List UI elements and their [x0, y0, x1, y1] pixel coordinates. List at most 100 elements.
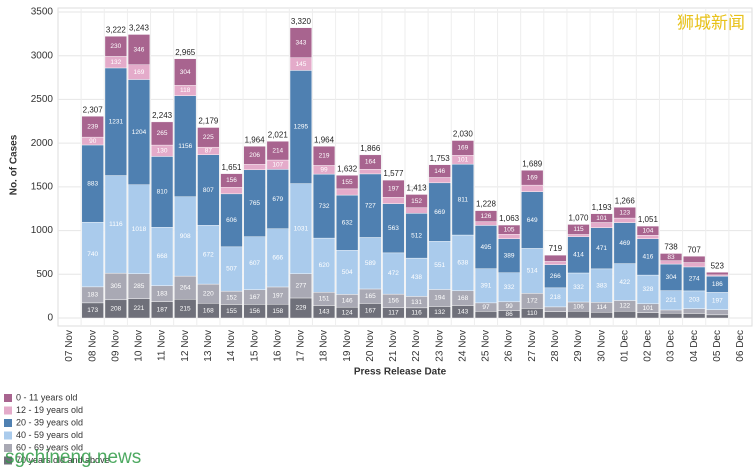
bar-segment: [104, 36, 127, 57]
legend-label: 20 - 39 years old: [16, 417, 83, 427]
legend-swatch: [4, 394, 12, 402]
x-tick-label: 19 Nov: [342, 330, 353, 362]
segment-label: 151: [319, 296, 330, 303]
bar-segment: [590, 312, 613, 319]
segment-label: 172: [527, 298, 538, 305]
segment-label: 131: [411, 299, 422, 306]
segment-label: 512: [411, 232, 422, 239]
bar-segment: [266, 141, 289, 161]
segment-label: 908: [180, 233, 191, 240]
watermark-bottom: sgchineng.news: [5, 447, 141, 468]
bar-segment: [220, 173, 243, 188]
segment-label: 187: [157, 307, 168, 314]
segment-label: 1031: [294, 225, 309, 232]
segment-label: 197: [388, 185, 399, 192]
x-tick-label: 16 Nov: [272, 330, 283, 362]
segment-label: 146: [342, 297, 353, 304]
segment-label: 87: [205, 148, 213, 155]
segment-label: 1295: [294, 124, 309, 131]
segment-label: 110: [527, 310, 538, 317]
bar-segment: [243, 146, 266, 165]
total-label: 523: [711, 261, 725, 270]
total-label: 2,307: [83, 105, 104, 114]
bar-segment: [498, 234, 521, 239]
x-tick-label: 26 Nov: [504, 330, 515, 362]
segment-label: 97: [482, 304, 490, 311]
segment-label: 285: [134, 283, 145, 290]
segment-label: 229: [295, 305, 306, 312]
segment-label: 1018: [132, 226, 147, 233]
segment-label: 152: [411, 198, 422, 205]
y-tick-label: 3500: [31, 7, 54, 18]
total-label: 738: [664, 243, 678, 252]
segment-label: 152: [226, 295, 237, 302]
bar-segment: [312, 146, 336, 166]
segment-label: 504: [342, 269, 353, 276]
bar-segment: [590, 213, 613, 223]
total-label: 1,866: [360, 144, 381, 153]
total-label: 1,070: [568, 214, 589, 223]
segment-label: 101: [642, 305, 653, 312]
segment-label: 305: [110, 283, 121, 290]
segment-label: 122: [619, 303, 630, 310]
x-tick-label: 20 Nov: [365, 330, 376, 362]
bar-segment: [428, 177, 451, 184]
segment-label: 649: [527, 217, 538, 224]
segment-label: 106: [573, 303, 584, 310]
segment-label: 383: [596, 282, 607, 289]
segment-label: 215: [180, 305, 191, 312]
legend-swatch: [4, 406, 12, 415]
bar-segment: [521, 170, 544, 186]
bar-segment: [405, 194, 428, 208]
legend-label: 60 - 69 years old: [16, 442, 83, 452]
segment-label: 104: [642, 227, 653, 234]
bar-segment: [336, 175, 359, 190]
segment-label: 214: [272, 147, 283, 154]
bar-segment: [636, 235, 659, 239]
segment-label: 507: [226, 266, 237, 273]
segment-label: 164: [365, 159, 376, 166]
segment-label: 186: [712, 281, 723, 288]
total-label: 3,243: [129, 24, 150, 33]
bar-segment: [706, 314, 729, 319]
bar-segment: [474, 210, 498, 222]
y-tick-label: 1500: [31, 181, 54, 192]
segment-label: 672: [203, 251, 214, 258]
segment-label: 173: [87, 307, 98, 314]
bar-segment: [706, 309, 729, 316]
segment-label: 132: [434, 309, 445, 316]
x-tick-label: 02 Dec: [643, 330, 654, 362]
segment-label: 304: [180, 69, 191, 76]
segment-label: 679: [272, 196, 283, 203]
x-tick-label: 09 Nov: [110, 330, 121, 362]
segment-label: 551: [434, 262, 445, 269]
x-tick-label: 29 Nov: [573, 330, 584, 362]
legend-label: 12 - 19 years old: [16, 405, 83, 415]
segment-label: 206: [249, 152, 260, 159]
legend-swatch: [4, 419, 12, 427]
segment-label: 101: [457, 156, 468, 163]
bar-segment: [567, 234, 590, 237]
bar-segment: [405, 207, 428, 214]
segment-label: 183: [87, 292, 98, 299]
segment-label: 155: [342, 179, 353, 186]
bar-segment: [544, 306, 567, 312]
segment-label: 145: [295, 61, 306, 68]
y-tick-label: 2000: [31, 138, 54, 149]
bar-segment: [636, 225, 659, 236]
x-tick-label: 04 Dec: [689, 330, 700, 362]
segment-label: 668: [157, 253, 168, 260]
bar-segment: [474, 221, 498, 226]
bar-segment: [567, 311, 590, 319]
segment-label: 99: [320, 166, 328, 173]
y-tick-label: 3000: [31, 50, 54, 61]
segment-label: 389: [504, 253, 515, 260]
segment-label: 225: [203, 134, 214, 141]
segment-label: 124: [342, 309, 353, 316]
segment-label: 208: [110, 306, 121, 313]
plot: 0 500 1000 1500 2000 2500 3000 3500 07 Nov 08 Nov…: [4, 7, 753, 465]
y-tick-label: 1000: [31, 225, 54, 236]
segment-label: 218: [550, 294, 561, 301]
segment-label: 472: [388, 270, 399, 277]
segment-label: 332: [504, 284, 515, 291]
